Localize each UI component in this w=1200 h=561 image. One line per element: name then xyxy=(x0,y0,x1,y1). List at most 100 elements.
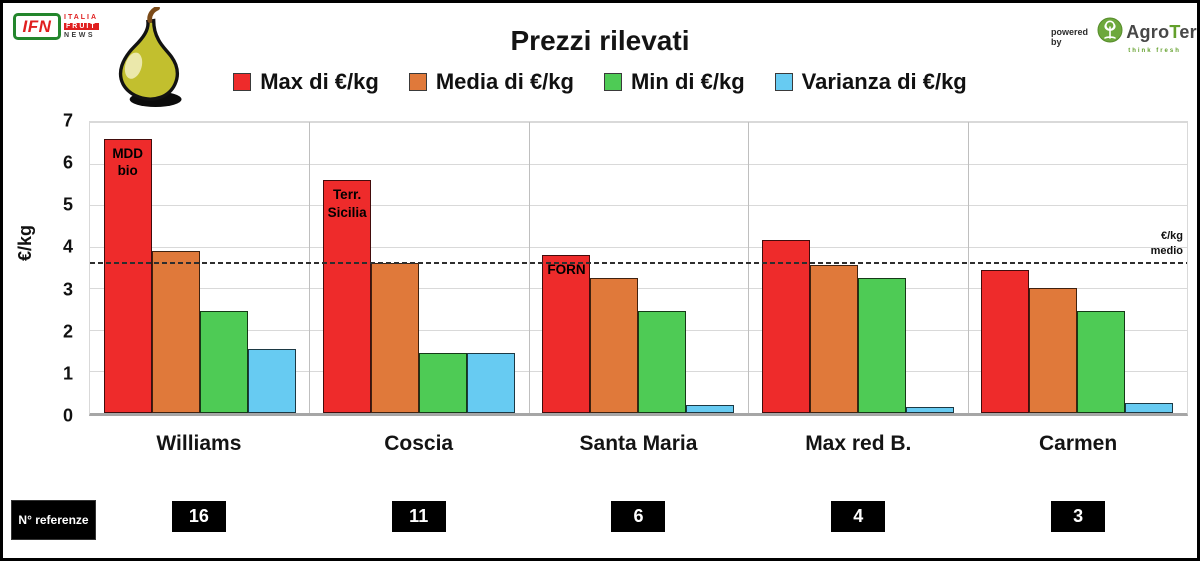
powered-by-block: powered by AgroTer xyxy=(1051,17,1197,54)
reference-cell: 11 xyxy=(309,501,529,532)
reference-count-box: 3 xyxy=(1051,501,1106,532)
bar-annotation: Terr. Sicilia xyxy=(327,187,367,220)
bar xyxy=(151,250,200,413)
bar xyxy=(686,404,735,413)
category-separator xyxy=(967,122,969,413)
references-label-box: N° referenze xyxy=(11,500,96,540)
legend-swatch xyxy=(603,73,622,91)
y-tick-label: 0 xyxy=(62,405,73,426)
reference-count-box: 11 xyxy=(391,501,446,532)
agroter-tagline: think fresh xyxy=(1128,48,1181,54)
ifn-logo-line-fruit: FRUIT xyxy=(64,23,99,30)
references-row: 16 11 6 4 3 xyxy=(89,501,1188,532)
average-price-label: €/kg medio xyxy=(1150,230,1183,258)
plot-area: €/kg medio MDD bio Terr. Sicilia FORN xyxy=(89,121,1188,416)
legend-item: Varianza di €/kg xyxy=(774,69,967,95)
bar xyxy=(1077,311,1126,413)
gridline xyxy=(90,288,1187,290)
bar-cluster: MDD bio xyxy=(103,122,296,413)
bar xyxy=(638,311,687,413)
y-tick-label: 1 xyxy=(62,363,73,384)
category-separator xyxy=(528,122,530,413)
bar-group: MDD bio xyxy=(90,122,309,413)
bar xyxy=(809,265,858,413)
y-tick-label: 5 xyxy=(62,194,73,215)
y-tick-label: 2 xyxy=(62,321,73,342)
gridline xyxy=(90,246,1187,248)
bar xyxy=(590,277,639,413)
agroter-logo: AgroTer think fresh xyxy=(1097,17,1197,54)
ifn-logo: IFN ITALIA FRUIT NEWS xyxy=(13,13,99,40)
bar-group: Terr. Sicilia xyxy=(309,122,528,413)
bar-group xyxy=(968,122,1187,413)
y-axis: 0 1 2 3 4 5 6 7 xyxy=(45,111,79,426)
bar-group xyxy=(748,122,967,413)
legend-item: Min di €/kg xyxy=(603,69,745,95)
legend: Max di €/kg Media di €/kg Min di €/kg Varia… xyxy=(3,69,1197,95)
y-tick-label: 7 xyxy=(62,110,73,131)
powered-by-label: powered by xyxy=(1051,27,1089,47)
y-tick-label: 6 xyxy=(62,152,73,173)
category-separator xyxy=(748,122,750,413)
bar xyxy=(371,263,420,413)
bar-cluster: Terr. Sicilia xyxy=(323,122,516,413)
reference-count-box: 16 xyxy=(171,501,226,532)
legend-label: Min di €/kg xyxy=(630,69,745,94)
gridline xyxy=(90,205,1187,207)
bar xyxy=(905,406,954,413)
bar xyxy=(981,269,1030,413)
legend-swatch xyxy=(408,73,427,91)
bar xyxy=(419,352,468,413)
bar: Terr. Sicilia xyxy=(323,180,372,413)
ifn-logo-mark: IFN xyxy=(13,13,61,40)
legend-label: Varianza di €/kg xyxy=(801,69,967,94)
bar: FORN xyxy=(542,255,591,413)
category-label: Santa Maria xyxy=(579,432,698,455)
category-separator xyxy=(309,122,311,413)
legend-swatch xyxy=(774,73,793,91)
ifn-logo-line-news: NEWS xyxy=(64,32,95,39)
bar xyxy=(1029,288,1078,413)
legend-label: Media di €/kg xyxy=(435,69,574,94)
chart-title: Prezzi rilevati xyxy=(510,25,690,56)
reference-cell: 4 xyxy=(748,501,968,532)
bar xyxy=(199,311,248,413)
ifn-logo-line-italia: ITALIA xyxy=(64,14,99,21)
bar-cluster xyxy=(981,122,1174,413)
agroter-wordmark: AgroTer xyxy=(1126,22,1197,42)
y-axis-title: €/kg xyxy=(15,225,35,262)
category-label: Carmen xyxy=(1038,432,1118,455)
bar xyxy=(247,348,296,413)
pear-icon xyxy=(98,5,194,114)
legend-swatch xyxy=(233,73,252,91)
average-price-line xyxy=(90,262,1187,265)
y-tick-label: 4 xyxy=(62,236,73,257)
category-label: Coscia xyxy=(384,432,454,455)
reference-count-box: 4 xyxy=(831,501,886,532)
bar-annotation: MDD bio xyxy=(112,145,144,179)
bar-cluster: FORN xyxy=(542,122,735,413)
reference-count-box: 6 xyxy=(611,501,666,532)
category-axis: Williams Coscia Santa Maria Max red B. Carme… xyxy=(89,432,1188,456)
agroter-tree-icon xyxy=(1097,17,1123,48)
bar: MDD bio xyxy=(103,138,152,413)
legend-label: Max di €/kg xyxy=(260,69,379,94)
ifn-logo-wordmark: ITALIA FRUIT NEWS xyxy=(64,13,99,40)
bar-annotation: FORN xyxy=(547,262,586,278)
bar xyxy=(1125,402,1174,413)
reference-cell: 3 xyxy=(968,501,1188,532)
y-tick-label: 3 xyxy=(62,279,73,300)
bar xyxy=(467,352,516,413)
category-label: Max red B. xyxy=(805,432,912,455)
bar-group: FORN xyxy=(529,122,748,413)
legend-item: Media di €/kg xyxy=(408,69,574,95)
bar-cluster xyxy=(761,122,954,413)
category-label: Williams xyxy=(156,432,242,455)
bar xyxy=(857,277,906,413)
reference-cell: 16 xyxy=(89,501,309,532)
reference-cell: 6 xyxy=(529,501,749,532)
gridline xyxy=(90,122,1187,123)
gridline xyxy=(90,163,1187,165)
bar xyxy=(761,240,810,413)
